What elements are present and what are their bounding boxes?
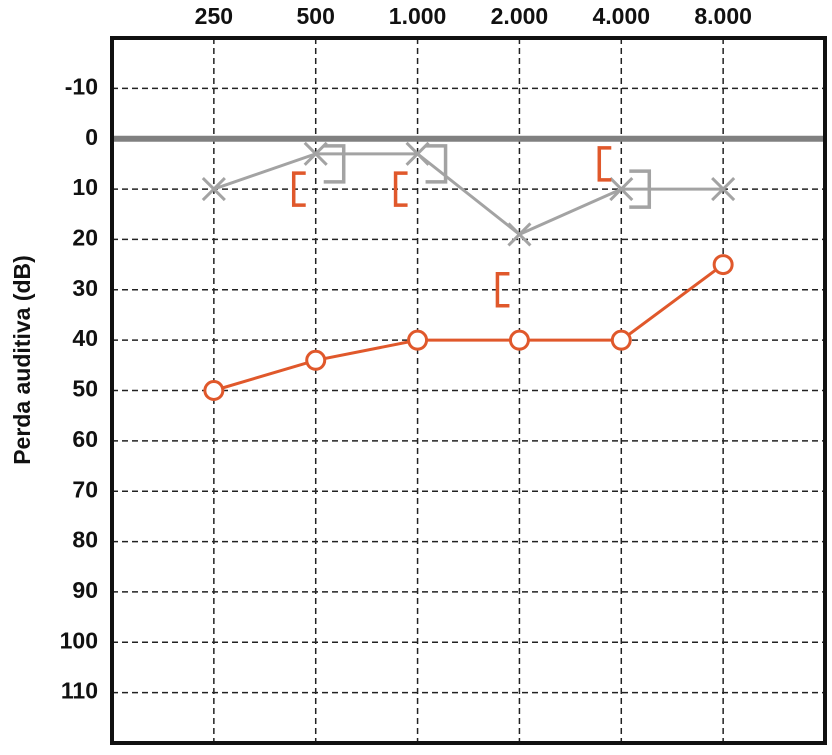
x-tick-label: 250 [195, 3, 233, 29]
x-tick-label: 500 [297, 3, 335, 29]
marker-bracket [323, 144, 346, 184]
y-tick-label: 50 [72, 376, 98, 402]
marker-bracket [495, 272, 510, 308]
series-line [213, 263, 725, 392]
y-tick-label: 10 [72, 174, 98, 200]
marker-x [711, 177, 736, 202]
y-tick-label: 30 [72, 275, 98, 301]
marker-circle [407, 329, 429, 351]
marker-x [507, 222, 532, 247]
y-tick-label: 90 [72, 577, 98, 603]
y-tick-label: 80 [72, 527, 98, 553]
y-tick-label: -10 [65, 73, 98, 99]
x-tick-label: 2.000 [491, 3, 549, 29]
marker-circle [508, 329, 530, 351]
series-line [213, 152, 724, 237]
marker-bracket [393, 171, 408, 207]
y-axis-label: Perda auditiva (dB) [9, 255, 35, 465]
y-tick-label: 100 [60, 627, 98, 653]
x-tick-label: 8.000 [694, 3, 752, 29]
y-tick-label: 60 [72, 426, 98, 452]
x-tick-label: 1.000 [389, 3, 447, 29]
marker-circle [712, 254, 734, 276]
marker-x [303, 141, 328, 166]
y-tick-label: 20 [72, 225, 98, 251]
marker-x [405, 141, 430, 166]
marker-x [201, 177, 226, 202]
y-tick-label: 0 [85, 124, 98, 150]
marker-circle [610, 329, 632, 351]
y-tick-label: 70 [72, 476, 98, 502]
marker-circle [305, 349, 327, 371]
marker-bracket [597, 146, 612, 182]
marker-circle [203, 380, 225, 401]
marker-bracket [425, 144, 448, 184]
marker-bracket [629, 169, 652, 209]
marker-bracket [291, 171, 306, 207]
plot-frame [110, 36, 827, 745]
y-tick-label: 110 [61, 678, 98, 704]
x-tick-label: 4.000 [593, 3, 651, 29]
y-tick-label: 40 [72, 325, 98, 351]
marker-x [609, 177, 634, 202]
